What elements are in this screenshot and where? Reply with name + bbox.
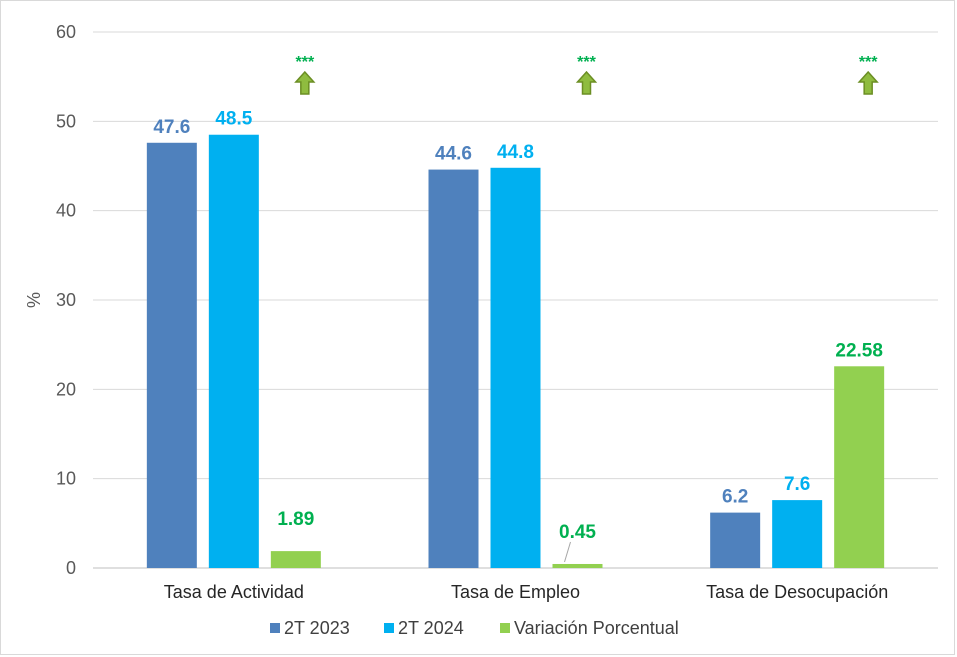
significance-stars: *** xyxy=(859,54,878,71)
data-label: 1.89 xyxy=(277,509,314,530)
legend-label: Variación Porcentual xyxy=(514,618,679,638)
up-arrow-icon xyxy=(575,70,598,95)
y-tick-label: 30 xyxy=(56,290,76,310)
data-label: 44.6 xyxy=(435,144,472,165)
legend-swatch xyxy=(500,623,510,633)
bar xyxy=(428,169,479,568)
leader-line xyxy=(564,541,571,563)
bar xyxy=(146,142,197,569)
data-label: 22.58 xyxy=(835,340,883,361)
legend-swatch xyxy=(384,623,394,633)
bar xyxy=(552,563,603,568)
y-axis-ticks: 0 10 20 30 40 50 60 xyxy=(56,22,76,578)
significance-markers: *** *** *** xyxy=(294,54,879,95)
legend: 2T 2023 2T 2024 Variación Porcentual xyxy=(270,618,679,638)
significance-stars: *** xyxy=(577,54,596,71)
up-arrow-icon xyxy=(294,70,316,95)
y-tick-label: 60 xyxy=(56,22,76,42)
category-label: Tasa de Empleo xyxy=(451,582,580,602)
data-label: 47.6 xyxy=(153,117,190,138)
data-label: 0.45 xyxy=(559,522,596,543)
y-tick-label: 40 xyxy=(56,201,76,221)
bar xyxy=(710,512,761,568)
category-label: Tasa de Desocupación xyxy=(706,582,888,602)
category-label: Tasa de Actividad xyxy=(164,582,304,602)
legend-label: 2T 2023 xyxy=(284,618,350,638)
significance-stars: *** xyxy=(295,54,314,71)
data-label: 7.6 xyxy=(784,474,810,495)
data-label: 6.2 xyxy=(722,487,748,508)
data-label: 48.5 xyxy=(215,109,252,130)
bar xyxy=(270,551,321,568)
legend-swatch xyxy=(270,623,280,633)
y-tick-label: 10 xyxy=(56,469,76,489)
up-arrow-icon xyxy=(857,70,879,95)
y-tick-label: 20 xyxy=(56,379,76,399)
bar xyxy=(208,134,259,568)
x-axis-categories: Tasa de Actividad Tasa de Empleo Tasa de D… xyxy=(164,582,888,602)
bars xyxy=(146,134,885,569)
bar xyxy=(490,167,541,568)
y-axis-label: % xyxy=(24,292,44,308)
y-tick-label: 50 xyxy=(56,111,76,131)
data-label: 44.8 xyxy=(497,142,534,163)
y-tick-label: 0 xyxy=(66,558,76,578)
data-labels: 47.6 48.5 1.89 44.6 44.8 0.45 6.2 7.6 22.58 xyxy=(153,109,883,563)
bar xyxy=(772,500,823,568)
bar xyxy=(834,366,885,568)
legend-label: 2T 2024 xyxy=(398,618,464,638)
